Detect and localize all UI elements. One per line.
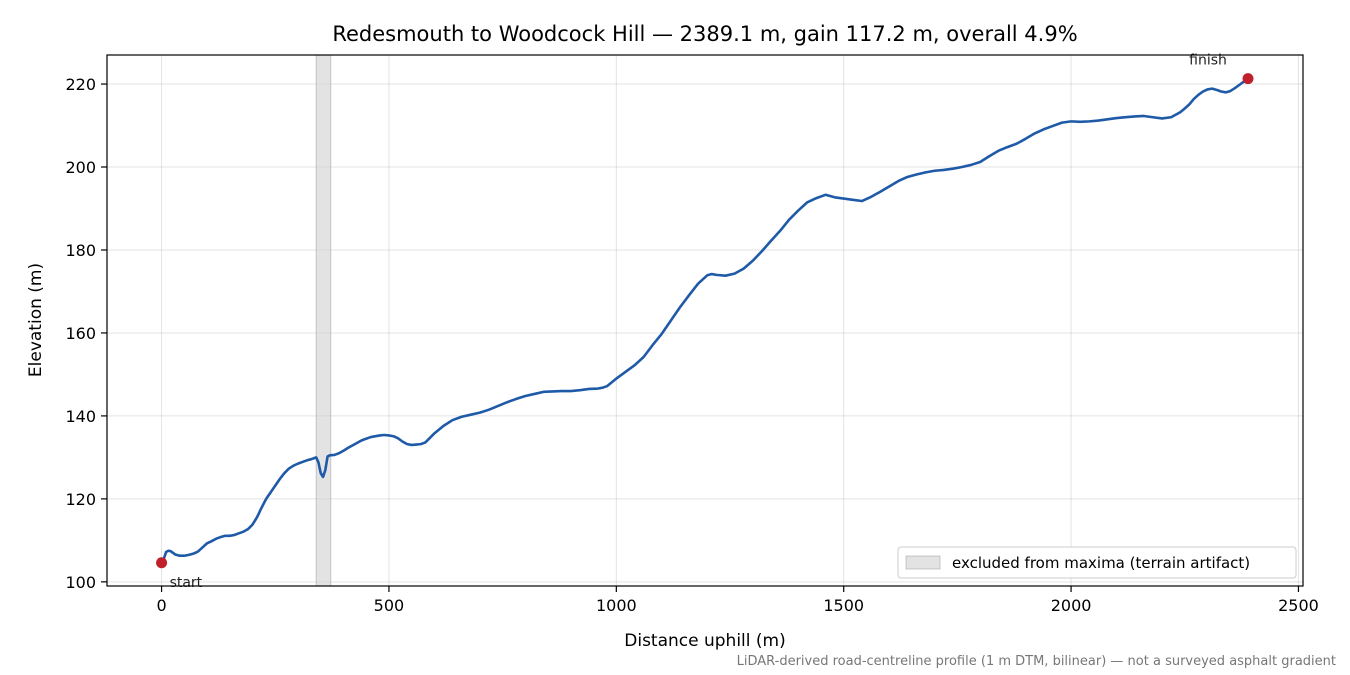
- x-tick-label: 2500: [1278, 596, 1319, 615]
- y-axis-label: Elevation (m): [26, 263, 46, 377]
- legend: excluded from maxima (terrain artifact): [897, 546, 1297, 579]
- y-tick-label: 100: [65, 573, 96, 592]
- y-axis-ticks: 100 120 140 160 180 200 220: [65, 75, 107, 592]
- chart-title: Redesmouth to Woodcock Hill — 2389.1 m, …: [332, 22, 1077, 46]
- x-tick-label: 500: [374, 596, 405, 615]
- y-tick-label: 200: [65, 158, 96, 177]
- x-axis-label: Distance uphill (m): [624, 631, 785, 651]
- y-tick-label: 120: [65, 490, 96, 509]
- start-label: start: [170, 575, 203, 591]
- y-tick-label: 140: [65, 407, 96, 426]
- x-axis-ticks: 0 500 1000 1500 2000 2500: [156, 586, 1319, 615]
- y-tick-label: 180: [65, 241, 96, 260]
- finish-marker: [1242, 73, 1254, 85]
- legend-box: [897, 546, 1297, 579]
- finish-label: finish: [1189, 53, 1227, 69]
- legend-label-excluded: excluded from maxima (terrain artifact): [952, 554, 1250, 572]
- elevation-line: [160, 77, 1249, 564]
- x-tick-label: 1500: [823, 596, 864, 615]
- endpoint-markers: start finish: [156, 53, 1254, 591]
- axes-frame: [106, 54, 1304, 587]
- x-tick-label: 1000: [596, 596, 637, 615]
- legend-swatch-excluded: [905, 555, 941, 570]
- y-tick-label: 160: [65, 324, 96, 343]
- grid: [107, 55, 1303, 586]
- x-tick-label: 0: [156, 596, 166, 615]
- y-tick-label: 220: [65, 75, 96, 94]
- x-tick-label: 2000: [1051, 596, 1092, 615]
- excluded-region-band: [315, 54, 332, 587]
- start-marker: [156, 557, 168, 569]
- footnote: LiDAR-derived road-centreline profile (1…: [737, 654, 1336, 669]
